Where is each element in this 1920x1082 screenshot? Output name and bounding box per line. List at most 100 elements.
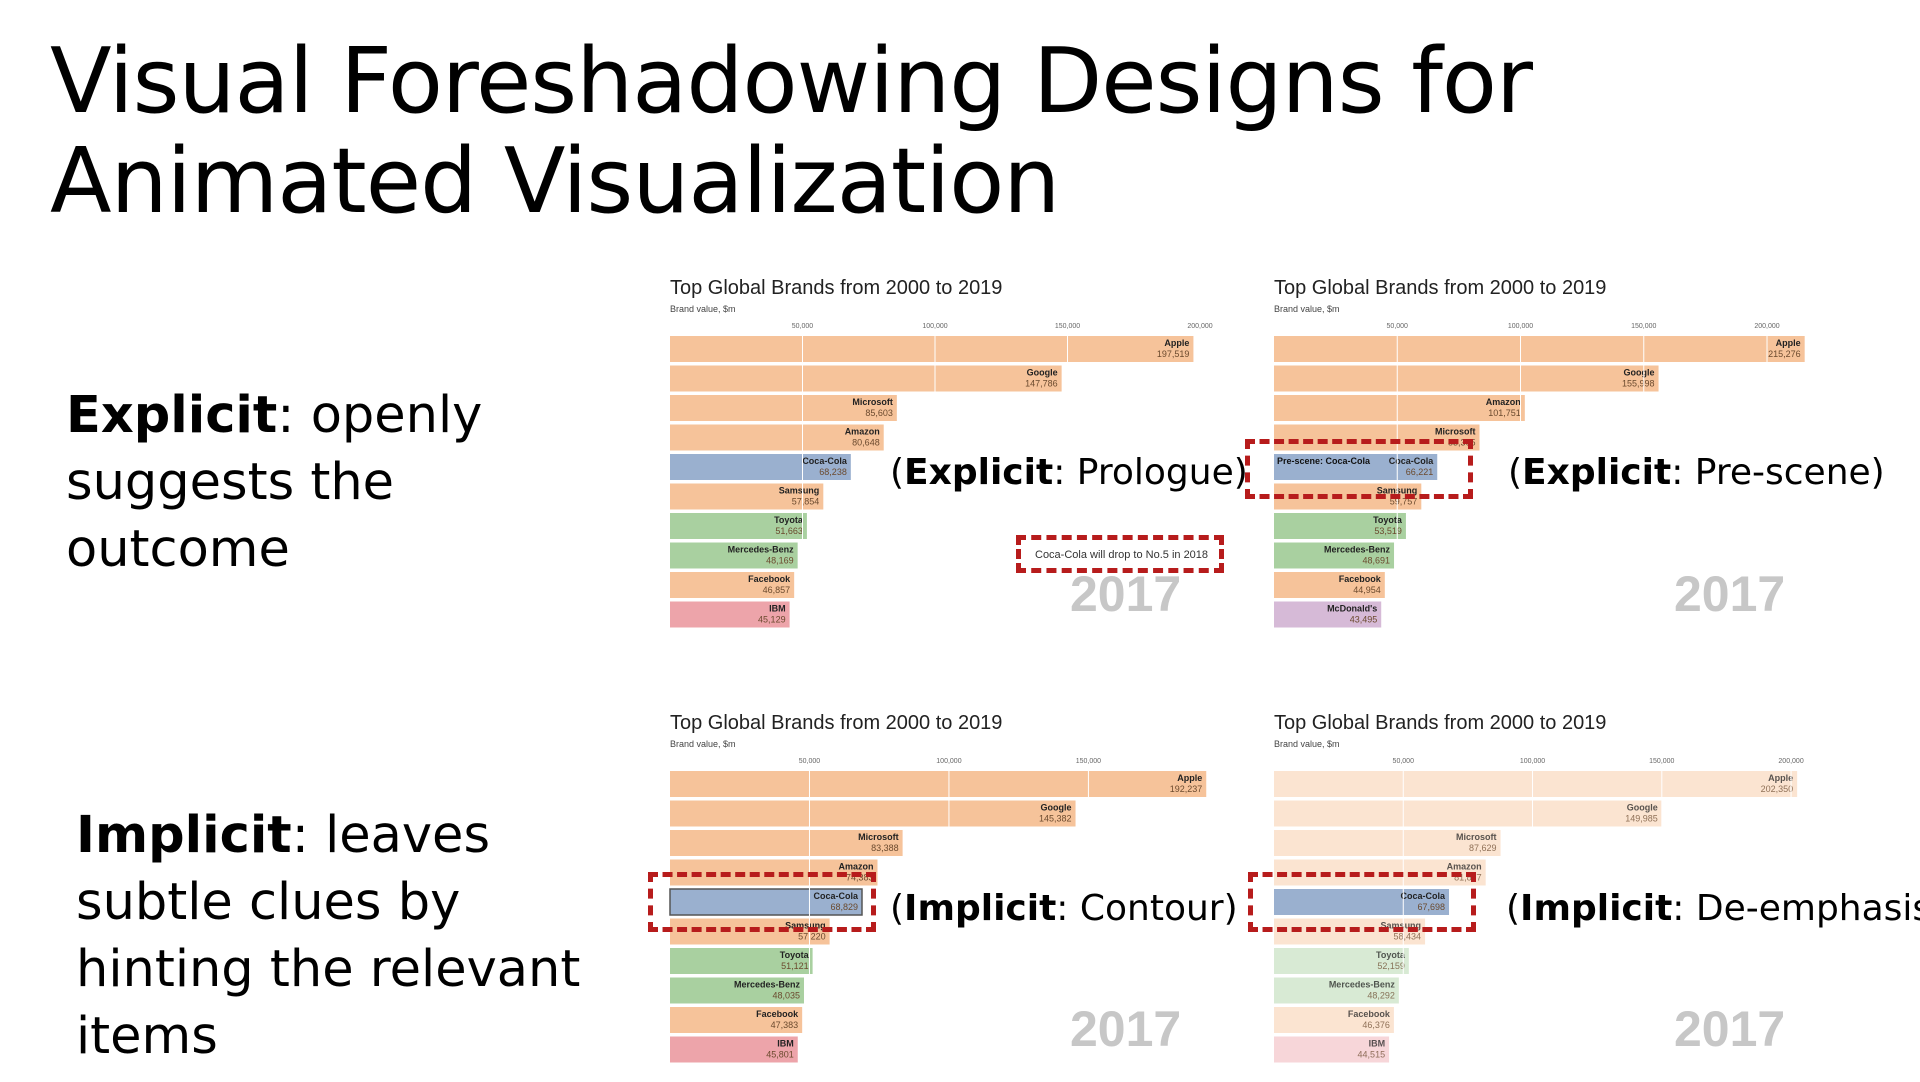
chart-title: Top Global Brands from 2000 to 2019 [670,277,1003,299]
bar-value-label: 46,376 [1362,1020,1390,1030]
bar-value-label: 87,629 [1469,843,1497,853]
bar-amazon [1274,395,1525,421]
implicit-text: : leaves subtle clues by hinting the rel… [76,806,581,1066]
bar-name-label: Microsoft [852,397,893,407]
bar-name-label: Apple [1177,773,1202,783]
bar-google [1274,365,1659,392]
year-label: 2017 [1674,1001,1786,1057]
bar-name-label: Microsoft [1456,832,1497,842]
bar-value-label: 57,854 [792,497,820,507]
bar-name-label: Google [1041,803,1072,813]
bar-value-label: 47,383 [771,1020,799,1030]
tick-label: 150,000 [1631,323,1656,330]
year-label: 2017 [1070,566,1182,622]
implicit-term: Implicit [76,806,292,865]
bar-microsoft [1274,830,1501,856]
bar-value-label: 101,751 [1488,408,1521,418]
bar-value-label: 44,954 [1353,585,1381,595]
bar-facebook [1274,1007,1394,1033]
chart-subtitle: Brand value, $m [1274,304,1340,314]
bar-microsoft [670,830,903,856]
bar-value-label: 202,350 [1761,784,1794,794]
slide-title-line-2: Animated Visualization [50,129,1060,234]
bar-name-label: Facebook [1339,574,1382,584]
bar-name-label: Microsoft [1435,427,1476,437]
bar-name-label: Coca-Cola [1401,891,1447,901]
year-label: 2017 [1674,566,1786,622]
bar-toyota [670,513,807,539]
bar-name-label: McDonald's [1327,604,1377,614]
prescene-bar [1274,454,1376,480]
bar-coca-cola [1274,889,1450,915]
bar-name-label: IBM [777,1039,794,1049]
bar-name-label: Amazon [1486,397,1521,407]
prologue-note-box [1016,535,1224,573]
annotation-deemphasis: (Implicit: De-emphasis) [1506,888,1920,929]
chart-title: Top Global Brands from 2000 to 2019 [670,712,1003,734]
bar-value-label: 45,801 [766,1050,794,1060]
bar-value-label: 57,220 [798,932,826,942]
bar-value-label: 85,603 [865,408,893,418]
bar-value-label: 59,757 [1390,497,1418,507]
bar-value-label: 145,382 [1039,814,1072,824]
chart-prescene: Top Global Brands from 2000 to 2019 Brand… [1274,277,1834,647]
deemphasis-highlight-box [1248,872,1476,932]
tick-label: 100,000 [1508,323,1533,330]
bar-value-label: 52,159 [1377,961,1405,971]
bar-mercedes-benz [670,542,798,569]
tick-label: 100,000 [936,758,961,765]
explicit-term: Explicit [66,386,278,445]
bar-name-label: Mercedes-Benz [734,980,801,990]
bar-value-label: 81,877 [1454,873,1482,883]
bar-name-label: Google [1627,803,1658,813]
tick-label: 150,000 [1649,758,1674,765]
annotation-contour-term: Implicit [904,888,1057,929]
bar-name-label: Toyota [774,515,804,525]
bar-name-label: Mercedes-Benz [728,545,795,555]
bar-name-label: Apple [1164,338,1189,348]
bar-name-label: IBM [769,604,786,614]
bar-value-label: 67,698 [1417,902,1445,912]
chart-title: Top Global Brands from 2000 to 2019 [1274,712,1607,734]
bar-name-label: Facebook [748,574,791,584]
bar-mercedes-benz [670,977,804,1004]
annotation-contour: (Implicit: Contour) [890,888,1238,929]
bar-mercedes-benz [1274,542,1395,569]
annotation-prescene: (Explicit: Pre-scene) [1508,452,1885,493]
bar-name-label: Apple [1768,773,1793,783]
chart-subtitle: Brand value, $m [670,739,736,749]
prescene-highlight-box [1245,439,1473,499]
tick-label: 200,000 [1754,323,1779,330]
slide-title: Visual Foreshadowing Designs for Animate… [50,32,1533,234]
bar-name-label: Apple [1776,338,1801,348]
bar-apple [1274,336,1805,362]
bar-name-label: Amazon [1447,862,1482,872]
explicit-description: Explicit: openly suggests the outcome [66,382,626,583]
bar-name-label: Toyota [1373,515,1403,525]
tick-label: 100,000 [922,323,947,330]
bar-facebook [670,1007,803,1033]
bar-value-label: 51,663 [775,526,803,536]
bar-name-label: Amazon [838,862,873,872]
tick-label: 200,000 [1778,758,1803,765]
bar-microsoft [670,395,897,421]
implicit-description: Implicit: leaves subtle clues by hinting… [76,802,616,1070]
bar-value-label: 51,121 [781,961,809,971]
annotation-prologue-term: Explicit [904,452,1054,493]
bar-value-label: 80,648 [852,438,880,448]
bar-name-label: Coca-Cola [802,456,848,466]
bar-name-label: Google [1027,368,1058,378]
bar-name-label: Microsoft [858,832,899,842]
bar-ibm [670,601,790,628]
tick-label: 150,000 [1055,323,1080,330]
annotation-prescene-term: Explicit [1522,452,1672,493]
tick-label: 150,000 [1076,758,1101,765]
chart-prologue: Top Global Brands from 2000 to 2019 Brand… [670,277,1230,647]
chart-subtitle: Brand value, $m [1274,739,1340,749]
bar-apple [670,336,1194,362]
bar-name-label: Facebook [756,1009,799,1019]
tick-label: 100,000 [1520,758,1545,765]
bar-name-label: Samsung [1381,921,1422,931]
bar-google [670,365,1062,392]
